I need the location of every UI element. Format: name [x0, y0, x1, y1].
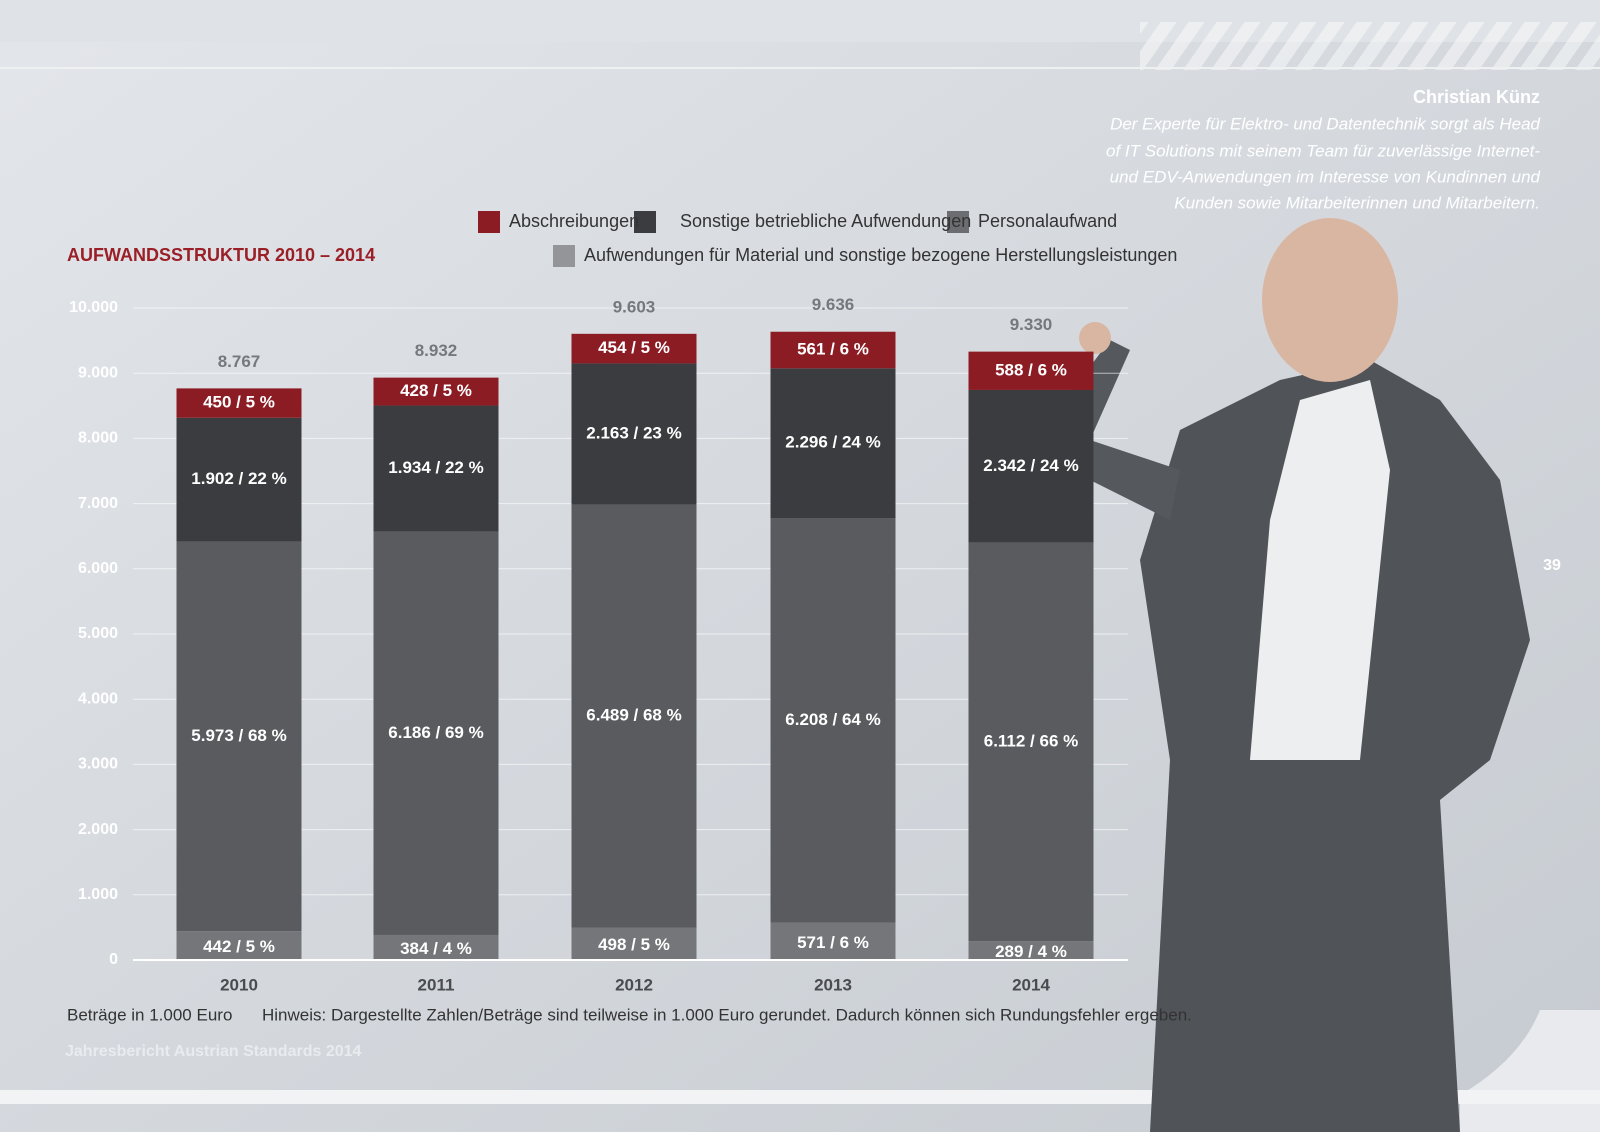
caption-name: Christian Künz [1413, 87, 1540, 107]
bar-segment [770, 331, 896, 369]
y-tick-label: 1.000 [78, 886, 118, 903]
value-label: 498 / 5 % [598, 935, 670, 954]
caption-line: und EDV-Anwendungen im Interesse von Kun… [1110, 167, 1541, 186]
y-tick-label: 5.000 [78, 625, 118, 642]
value-label: 571 / 6 % [797, 933, 869, 952]
x-tick-label: 2012 [615, 975, 653, 994]
value-label: 289 / 4 % [995, 942, 1067, 961]
value-label: 6.489 / 68 % [586, 705, 681, 724]
y-tick-label: 2.000 [78, 821, 118, 838]
y-tick-label: 3.000 [78, 756, 118, 773]
x-tick-label: 2013 [814, 975, 852, 994]
value-label: 2.342 / 24 % [983, 456, 1078, 475]
bar-segment [571, 927, 697, 960]
legend-label: Personalaufwand [978, 211, 1117, 231]
value-label: 442 / 5 % [203, 937, 275, 956]
legend-label: Sonstige betriebliche Aufwendungen [680, 211, 971, 231]
value-label: 6.186 / 69 % [388, 723, 483, 742]
legend-swatch [553, 245, 575, 267]
bar-segment [373, 405, 499, 532]
bar-segment [373, 934, 499, 960]
page-number: 39 [1543, 557, 1561, 574]
caption-line: Kunden sowie Mitarbeiterinnen und Mitarb… [1174, 193, 1540, 212]
stripes [1140, 22, 1600, 70]
bar-segment [176, 388, 302, 418]
hint-note: Hinweis: Dargestellte Zahlen/Beträge sin… [262, 1005, 1192, 1024]
bar-segment [176, 541, 302, 932]
chart-title: AUFWANDSSTRUKTUR 2010 – 2014 [67, 245, 375, 265]
legend-swatch [634, 211, 656, 233]
value-label: 1.934 / 22 % [388, 458, 483, 477]
y-tick-label: 6.000 [78, 560, 118, 577]
footer: Jahresbericht Austrian Standards 2014 [65, 1043, 362, 1060]
y-tick-label: 4.000 [78, 690, 118, 707]
x-tick-label: 2014 [1012, 975, 1050, 994]
legend-swatch [478, 211, 500, 233]
total-label: 8.932 [415, 341, 458, 360]
bar-segment [968, 351, 1094, 390]
x-tick-label: 2011 [418, 975, 455, 994]
value-label: 2.163 / 23 % [586, 423, 681, 442]
value-label: 2.296 / 24 % [785, 433, 880, 452]
total-label: 9.636 [812, 295, 855, 314]
total-label: 9.330 [1010, 315, 1053, 334]
bar-segment [176, 417, 302, 542]
bar-segment [770, 368, 896, 519]
total-label: 9.603 [613, 297, 656, 316]
legend-swatch [947, 211, 969, 233]
y-tick-label: 9.000 [78, 364, 118, 381]
x-tick-label: 2010 [220, 975, 258, 994]
caption-line: Der Experte für Elektro- und Datentechni… [1110, 114, 1540, 133]
bar-segment [571, 333, 697, 364]
total-label: 8.767 [218, 352, 261, 371]
y-tick-label: 8.000 [78, 430, 118, 447]
y-tick-label: 10.000 [69, 299, 118, 316]
y-tick-label: 7.000 [78, 495, 118, 512]
person-photo [1050, 218, 1530, 1132]
value-label: 6.208 / 64 % [785, 710, 880, 729]
y-tick-label: 0 [109, 951, 118, 968]
value-label: 428 / 5 % [400, 381, 472, 400]
bar-segment [968, 389, 1094, 543]
bar-segment [770, 922, 896, 960]
bar-segment [571, 504, 697, 928]
bar-segment [770, 518, 896, 923]
value-label: 1.902 / 22 % [191, 469, 286, 488]
value-label: 588 / 6 % [995, 360, 1067, 379]
legend-label: Aufwendungen für Material und sonstige b… [584, 245, 1177, 265]
unit-note: Beträge in 1.000 Euro [67, 1005, 232, 1024]
bar-segment [373, 377, 499, 406]
caption-line: of IT Solutions mit seinem Team für zuve… [1106, 141, 1540, 160]
value-label: 5.973 / 68 % [191, 726, 286, 745]
value-label: 454 / 5 % [598, 338, 670, 357]
value-label: 6.112 / 66 % [984, 731, 1079, 750]
bar-segment [968, 941, 1094, 960]
bar-segment [968, 542, 1094, 942]
bar-segment [373, 531, 499, 935]
value-label: 384 / 4 % [400, 939, 472, 958]
legend-label: Abschreibungen [509, 211, 639, 231]
value-label: 561 / 6 % [797, 340, 869, 359]
value-label: 450 / 5 % [203, 393, 275, 412]
bar-segment [176, 931, 302, 960]
bar-segment [571, 363, 697, 505]
